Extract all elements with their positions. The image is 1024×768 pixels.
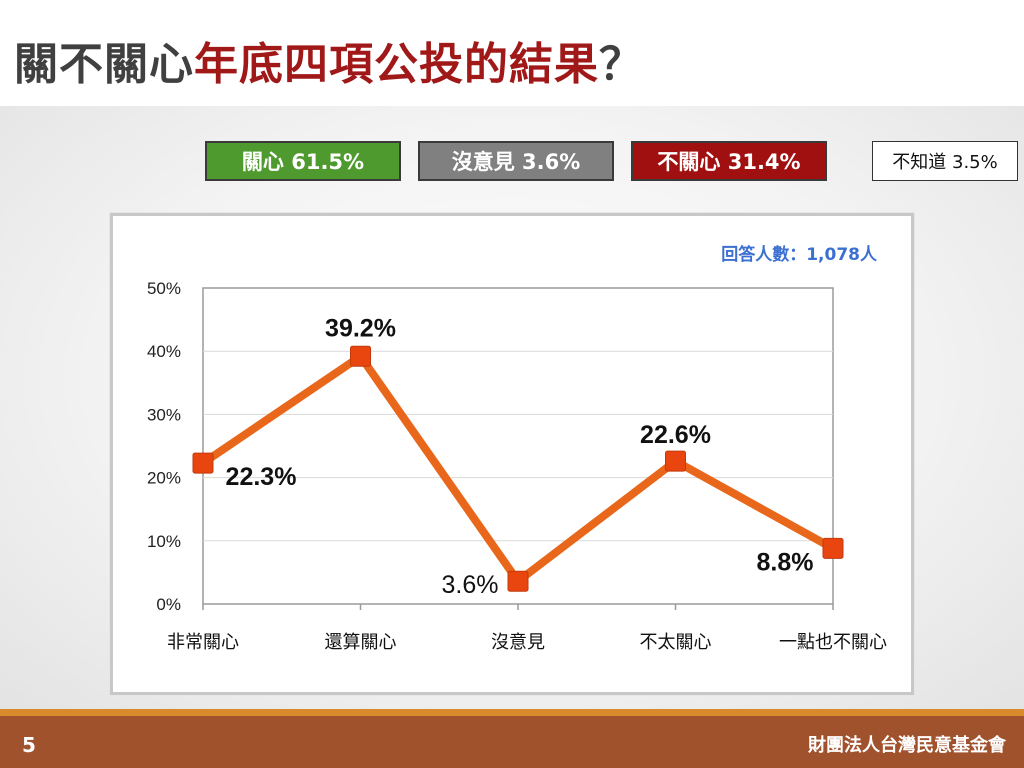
y-tick-label: 20% xyxy=(147,469,181,488)
data-label: 22.6% xyxy=(640,421,711,449)
summary-badge-no-opinion: 沒意見 3.6% xyxy=(418,141,614,181)
slide-title: 關不關心年底四項公投的結果？ xyxy=(14,28,644,92)
y-tick-label: 40% xyxy=(147,342,181,361)
summary-badge-not-care: 不關心 31.4% xyxy=(631,141,827,181)
line-chart: 0% 10% 20% 30% 40% 50% 非常關心 還算關心 沒意見 不太關心 一點也不關心 22… xyxy=(147,244,887,653)
data-point xyxy=(192,452,214,474)
data-point xyxy=(507,570,529,592)
x-tick-label: 非常關心 xyxy=(167,632,239,653)
title-part-2: 年底四項公投的結果 xyxy=(194,39,599,90)
title-part-1: 關不關心 xyxy=(14,39,194,90)
plot-area xyxy=(202,287,834,605)
summary-badge-care: 關心 61.5% xyxy=(205,141,401,181)
data-point xyxy=(350,345,371,367)
x-tick-label: 不太關心 xyxy=(640,632,712,653)
y-tick-label: 10% xyxy=(147,532,181,551)
data-label: 22.3% xyxy=(226,463,297,491)
data-label: 39.2% xyxy=(325,314,396,342)
title-part-3: ？ xyxy=(599,39,644,90)
x-tick-label: 還算關心 xyxy=(325,632,397,653)
chart-panel: 0% 10% 20% 30% 40% 50% 非常關心 還算關心 沒意見 不太關心 一點也不關心 22… xyxy=(110,213,914,695)
x-tick-label: 一點也不關心 xyxy=(779,632,887,653)
data-label: 8.8% xyxy=(757,548,814,576)
footer-bar: 5 財團法人台灣民意基金會 xyxy=(0,709,1024,768)
x-tick-label: 沒意見 xyxy=(491,632,545,653)
data-label: 3.6% xyxy=(442,571,499,599)
data-point xyxy=(822,537,844,559)
series-line xyxy=(200,352,835,586)
sample-size-annotation: 回答人數：1,078人 xyxy=(721,244,878,265)
organization-name: 財團法人台灣民意基金會 xyxy=(808,735,1006,756)
y-tick-label: 30% xyxy=(147,405,181,424)
data-point xyxy=(665,450,686,472)
y-tick-label: 0% xyxy=(156,595,181,614)
page-number: 5 xyxy=(22,733,36,757)
summary-badge-dont-know: 不知道 3.5% xyxy=(872,141,1018,181)
y-tick-label: 50% xyxy=(147,279,181,298)
